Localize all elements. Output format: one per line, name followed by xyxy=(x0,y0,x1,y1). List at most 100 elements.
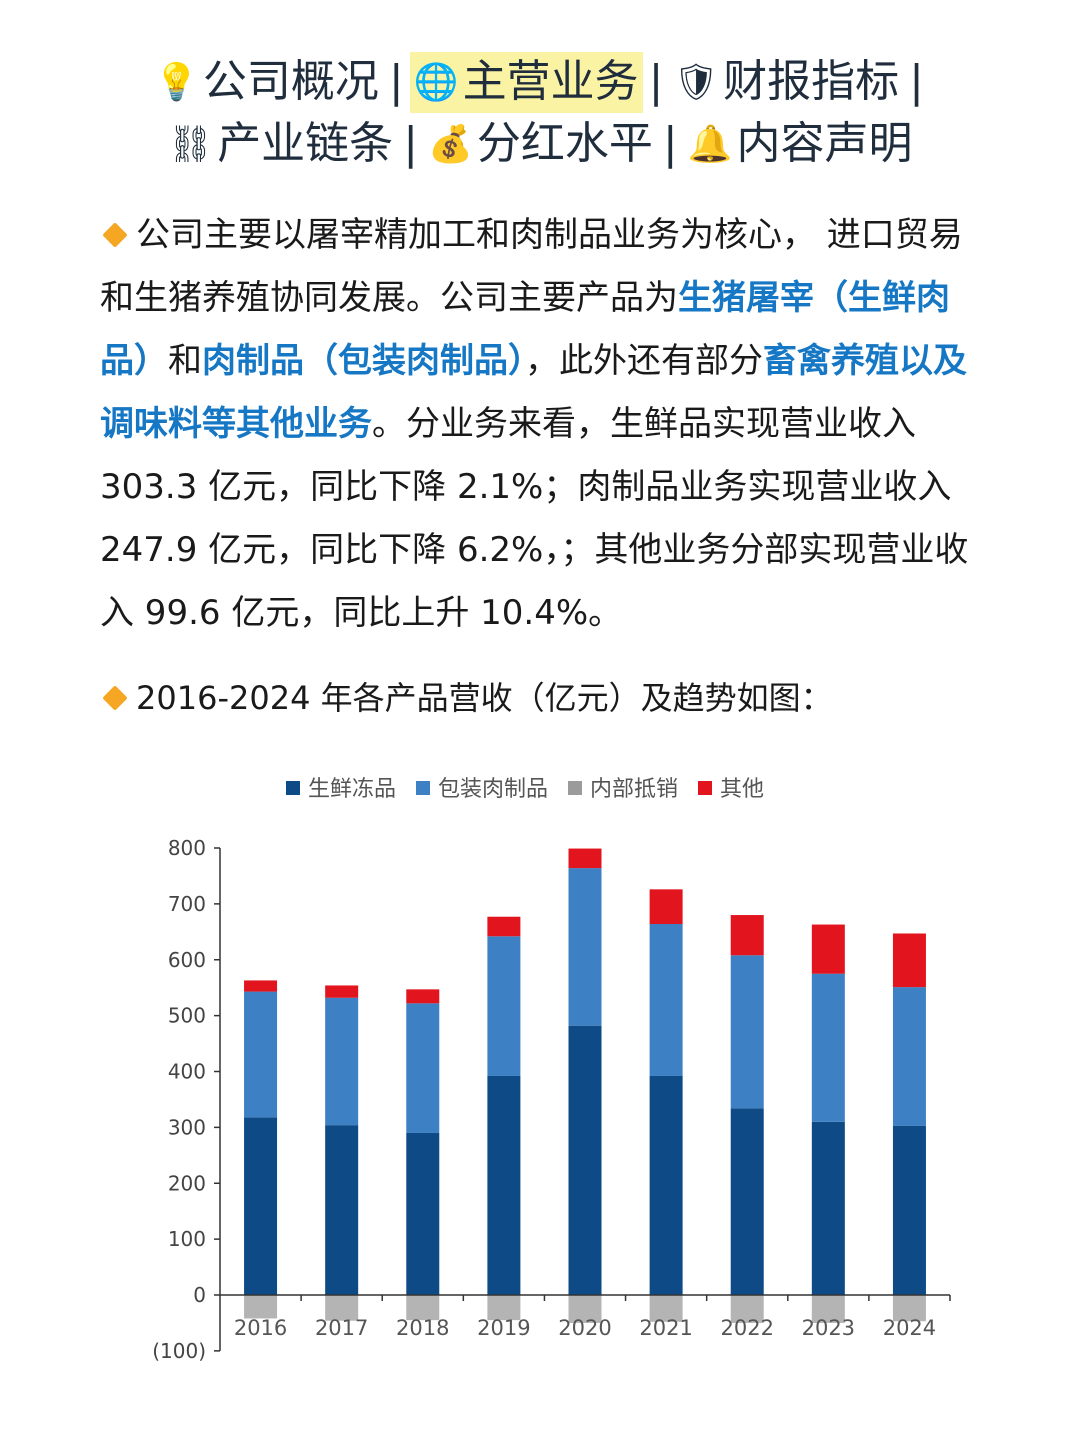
bar-packaged-2024 xyxy=(892,987,926,1126)
bar-internal-2016 xyxy=(244,1295,278,1319)
bar-fresh-2019 xyxy=(487,1075,521,1295)
nav-separator: | xyxy=(388,56,404,107)
x-tick-label-2024: 2024 xyxy=(883,1316,936,1340)
nav-item-chain[interactable]: ⛓产业链条 xyxy=(163,114,397,175)
nav-item-label: 财报指标 xyxy=(723,56,900,107)
x-tick-label-2017: 2017 xyxy=(315,1316,368,1340)
nav-item-bell[interactable]: 🔔内容声明 xyxy=(684,114,917,175)
diamond-bullet-icon xyxy=(102,685,128,711)
x-tick-label-2021: 2021 xyxy=(639,1316,692,1340)
nav-item-lightbulb[interactable]: 💡公司概况 xyxy=(150,52,383,113)
bar-other-2021 xyxy=(649,889,683,924)
nav-item-label: 内容声明 xyxy=(736,118,913,169)
y-tick-label: 100 xyxy=(168,1227,206,1251)
bar-other-2016 xyxy=(244,980,278,992)
bar-internal-2019 xyxy=(487,1295,521,1321)
bar-internal-2022 xyxy=(730,1295,764,1323)
globe-icon: 🌐 xyxy=(413,62,459,103)
nav-item-label: 产业链条 xyxy=(217,118,394,169)
bar-packaged-2018 xyxy=(406,1003,440,1133)
y-tick-label: 800 xyxy=(168,836,206,860)
y-tick-label: (100) xyxy=(152,1339,206,1363)
money-bag-icon: 💰 xyxy=(428,124,473,165)
nav-row-2: ⛓产业链条 | 💰分红水平 | 🔔内容声明 xyxy=(0,114,1080,175)
bar-other-2019 xyxy=(487,916,521,937)
bar-internal-2020 xyxy=(568,1295,602,1323)
revenue-stacked-bar-chart: 生鲜冻品 包装肉制品 内部抵销 其他 800 700 600 500 400 300 200 100 0… xyxy=(152,777,951,1363)
legend-swatch-other xyxy=(698,781,712,795)
chain-icon: ⛓ xyxy=(167,124,214,165)
bar-fresh-2017 xyxy=(325,1125,359,1295)
bar-other-2022 xyxy=(730,915,764,956)
legend-swatch-internal xyxy=(568,781,582,795)
chart-subheading: 2016-2024 年各产品营收（亿元）及趋势如图： xyxy=(100,668,980,728)
bar-internal-2018 xyxy=(406,1295,440,1321)
nav-item-label: 分红水平 xyxy=(476,118,653,169)
legend-label-other: 其他 xyxy=(720,777,764,802)
nav-separator: | xyxy=(662,118,678,169)
nav-row-1: 💡公司概况 | 🌐主营业务 | 🛡财报指标 | xyxy=(0,52,1080,113)
bar-packaged-2021 xyxy=(649,923,683,1076)
nav-item-shield[interactable]: 🛡财报指标 xyxy=(669,52,903,113)
shield-icon: 🛡 xyxy=(673,62,720,103)
bell-icon: 🔔 xyxy=(687,124,733,165)
lightbulb-icon: 💡 xyxy=(154,62,199,103)
intro-highlight-other: 畜禽养殖以及调味料等其他业务 xyxy=(100,341,967,444)
intro-highlight-fresh: 生猪屠宰（生鲜肉品） xyxy=(100,278,950,381)
bar-packaged-2020 xyxy=(568,868,602,1026)
y-tick-label: 400 xyxy=(168,1060,206,1084)
bar-other-2020 xyxy=(568,848,602,869)
intro-text-2: 和 xyxy=(168,341,202,381)
nav-item-globe[interactable]: 🌐主营业务 xyxy=(409,52,643,113)
x-tick-label-2022: 2022 xyxy=(720,1316,773,1340)
legend-swatch-fresh xyxy=(286,781,300,795)
bar-fresh-2021 xyxy=(649,1075,683,1295)
intro-text-4: 。分业务来看，生鲜品实现营业收入 303.3 亿元，同比下降 2.1%；肉制品业… xyxy=(100,404,969,633)
bar-internal-2017 xyxy=(325,1295,359,1321)
bar-other-2017 xyxy=(325,985,359,998)
bar-packaged-2017 xyxy=(325,997,359,1126)
y-tick-label: 500 xyxy=(168,1004,206,1028)
y-tick-label: 300 xyxy=(168,1115,206,1139)
legend-label-fresh: 生鲜冻品 xyxy=(308,777,396,802)
intro-highlight-packaged: 肉制品（包装肉制品） xyxy=(202,341,525,381)
bar-internal-2024 xyxy=(892,1295,926,1322)
x-tick-label-2020: 2020 xyxy=(558,1316,611,1340)
x-tick-label-2023: 2023 xyxy=(802,1316,855,1340)
bar-fresh-2023 xyxy=(811,1121,845,1295)
bar-packaged-2022 xyxy=(730,955,764,1109)
diamond-bullet-icon xyxy=(102,221,128,248)
intro-paragraph: 公司主要以屠宰精加工和肉制品业务为核心， 进口贸易和生猪养殖协同发展。公司主要产… xyxy=(100,204,980,645)
legend-label-internal: 内部抵销 xyxy=(590,777,678,802)
y-tick-label: 200 xyxy=(168,1171,206,1195)
intro-text-1: 公司主要以屠宰精加工和肉制品业务为核心， 进口贸易和生猪养殖协同发展。公司主要产… xyxy=(100,215,963,318)
y-tick-label: 600 xyxy=(168,948,206,972)
legend-label-packaged: 包装肉制品 xyxy=(438,777,548,802)
bar-packaged-2023 xyxy=(811,973,845,1122)
bar-other-2024 xyxy=(892,933,926,988)
nav-item-label: 公司概况 xyxy=(202,56,379,107)
bar-packaged-2016 xyxy=(244,991,278,1118)
bar-packaged-2019 xyxy=(487,936,521,1076)
nav-separator: | xyxy=(648,56,664,107)
intro-text-3: ，此外还有部分 xyxy=(525,341,763,381)
nav-separator: | xyxy=(909,56,924,107)
x-tick-label-2019: 2019 xyxy=(477,1316,530,1340)
x-tick-label-2016: 2016 xyxy=(234,1316,287,1340)
bar-internal-2021 xyxy=(649,1295,683,1322)
nav-item-label: 主营业务 xyxy=(462,56,639,107)
bar-fresh-2018 xyxy=(406,1132,440,1295)
bar-fresh-2020 xyxy=(568,1025,602,1295)
x-tick-label-2018: 2018 xyxy=(396,1316,449,1340)
nav-item-money-bag[interactable]: 💰分红水平 xyxy=(424,114,657,175)
bar-other-2023 xyxy=(811,924,845,974)
subheading-text: 2016-2024 年各产品营收（亿元）及趋势如图： xyxy=(136,679,833,717)
y-tick-label: 700 xyxy=(168,892,206,916)
bar-fresh-2016 xyxy=(244,1117,278,1295)
bar-internal-2023 xyxy=(811,1295,845,1323)
bar-other-2018 xyxy=(406,989,440,1004)
bar-fresh-2024 xyxy=(892,1125,926,1295)
legend-swatch-packaged xyxy=(416,781,430,795)
bar-fresh-2022 xyxy=(730,1108,764,1295)
y-tick-label: 0 xyxy=(193,1283,206,1307)
